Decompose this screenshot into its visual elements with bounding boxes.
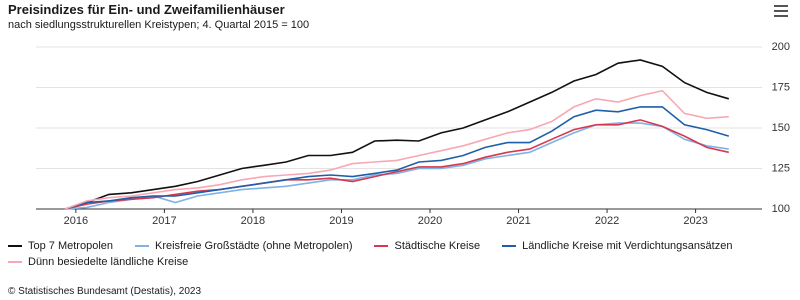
legend-swatch <box>502 245 517 247</box>
legend-label: Top 7 Metropolen <box>28 240 113 252</box>
legend-item[interactable]: Dünn besiedelte ländliche Kreise <box>8 254 188 270</box>
series-line <box>64 106 730 210</box>
legend-item[interactable]: Kreisfreie Großstädte (ohne Metropolen) <box>135 238 352 254</box>
legend-swatch <box>8 261 22 263</box>
chart-subtitle: nach siedlungsstrukturellen Kreistypen; … <box>8 19 310 31</box>
series-line <box>64 119 729 210</box>
y-tick-label: 200 <box>772 41 790 53</box>
legend-label: Ländliche Kreise mit Verdichtungsansätze… <box>522 240 733 252</box>
legend-swatch <box>374 245 389 247</box>
source: © Statistisches Bundesamt (Destatis), 20… <box>8 286 202 297</box>
x-tick-label: 2017 <box>152 215 176 227</box>
legend-label: Dünn besiedelte ländliche Kreise <box>28 256 189 268</box>
x-tick-label: 2022 <box>595 215 619 227</box>
y-tick-label: 175 <box>772 81 790 93</box>
x-tick-label: 2018 <box>241 215 265 227</box>
series-line <box>64 89 729 210</box>
x-tick-label: 2023 <box>683 215 707 227</box>
series-line <box>64 122 729 210</box>
legend-label: Städtische Kreise <box>394 240 481 252</box>
legend-item[interactable]: Ländliche Kreise mit Verdichtungsansätze… <box>502 238 732 254</box>
legend-swatch <box>8 245 22 247</box>
y-tick-label: 125 <box>772 162 790 174</box>
chart: 100 125 150 175 200 2016 2017 2018 2019 2020 2021 2… <box>36 41 790 227</box>
x-tick-label: 2019 <box>329 215 353 227</box>
x-tick-label: 2016 <box>64 215 88 227</box>
legend: Top 7 Metropolen Kreisfreie Großstädte (o… <box>8 238 768 270</box>
x-tick-label: 2020 <box>418 215 442 227</box>
y-tick-label: 100 <box>772 203 790 215</box>
legend-item[interactable]: Städtische Kreise <box>374 238 480 254</box>
legend-item[interactable]: Top 7 Metropolen <box>8 238 113 254</box>
x-tick-label: 2021 <box>506 215 530 227</box>
series-line <box>64 59 730 210</box>
legend-swatch <box>135 245 149 247</box>
chart-title: Preisindizes für Ein- und Zweifamilienhä… <box>8 2 285 17</box>
legend-label: Kreisfreie Großstädte (ohne Metropolen) <box>155 240 353 252</box>
menu-button[interactable] <box>774 5 788 17</box>
y-tick-label: 150 <box>772 122 790 134</box>
